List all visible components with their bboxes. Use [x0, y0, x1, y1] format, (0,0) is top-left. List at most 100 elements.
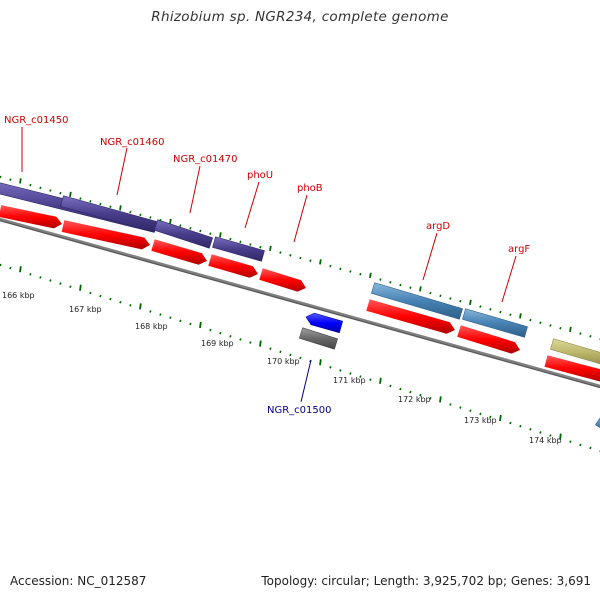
- scale-tick: [29, 273, 32, 276]
- cds-NGR_c01450: [0, 205, 62, 229]
- gene-edge-fragment: [595, 417, 600, 429]
- scale-tick: [19, 266, 22, 273]
- outer-tick: [519, 313, 522, 319]
- leader-line: [501, 255, 517, 303]
- scale-tick: [429, 397, 432, 400]
- outer-tick: [579, 332, 582, 335]
- outer-tick: [479, 305, 482, 308]
- cds-NGR_c01470: [151, 239, 207, 265]
- scale-tick: [169, 316, 172, 319]
- outer-tick: [89, 200, 92, 203]
- scale-tick: [419, 393, 422, 397]
- cds-argF: [457, 325, 520, 354]
- scale-tick: [469, 409, 472, 412]
- scale-tick: [139, 303, 142, 310]
- scale-tick: [109, 297, 112, 301]
- outer-tick: [509, 313, 512, 316]
- outer-tick: [79, 197, 82, 200]
- outer-tick: [69, 191, 72, 198]
- outer-tick: [109, 205, 112, 208]
- scale-tick: [529, 428, 532, 431]
- leader-line: [422, 232, 438, 281]
- outer-tick: [319, 259, 322, 265]
- scale-tick: [229, 335, 232, 338]
- outer-tick: [99, 202, 102, 206]
- scale-tick: [99, 294, 102, 298]
- scale-tick: [79, 284, 82, 291]
- genome-backbone: [0, 217, 600, 389]
- cds-phoB: [259, 268, 306, 292]
- feature-label: NGR_c01450: [4, 115, 69, 126]
- scale-tick: [279, 350, 282, 354]
- scale-tick: [69, 285, 72, 288]
- outer-tick: [169, 218, 172, 225]
- feature-label: argF: [508, 244, 530, 255]
- leader-line: [189, 165, 201, 214]
- scale-tick: [519, 424, 522, 428]
- cds-unlabeled: [544, 355, 600, 382]
- scale-tick: [259, 340, 262, 347]
- scale-tick-label: 167 kbp: [69, 305, 102, 314]
- scale-tick: [89, 291, 92, 295]
- outer-tick: [469, 299, 472, 306]
- outer-tick: [559, 326, 562, 330]
- feature-label: NGR_c01500: [267, 405, 332, 416]
- cds-NGR_c01460: [61, 220, 151, 250]
- scale-tick-label: 171 kbp: [333, 376, 366, 385]
- scale-tick-label: 174 kbp: [529, 436, 562, 445]
- scale-tick-label: 172 kbp: [398, 395, 431, 404]
- scale-tick: [449, 403, 452, 406]
- outer-tick: [429, 291, 432, 295]
- scale-tick: [539, 431, 542, 434]
- outer-tick: [439, 294, 442, 298]
- feature-label: argD: [426, 221, 450, 232]
- scale-tick: [479, 412, 482, 416]
- outer-tick: [159, 218, 162, 222]
- scale-tick: [239, 338, 242, 341]
- outer-tick: [289, 254, 292, 257]
- outer-tick: [529, 318, 532, 322]
- outer-tick: [0, 175, 2, 179]
- scale-tick: [589, 446, 592, 450]
- scale-tick: [59, 282, 62, 285]
- scale-tick: [219, 331, 222, 335]
- scale-tick: [549, 434, 552, 437]
- gene-argF: [462, 308, 528, 338]
- scale-tick: [199, 321, 202, 329]
- outer-tick: [489, 308, 492, 311]
- scale-tick: [149, 310, 152, 313]
- misc-NGR_c01500: [299, 327, 338, 350]
- scale-tick: [119, 300, 122, 304]
- outer-tick: [239, 240, 242, 244]
- scale-tick: [369, 378, 372, 381]
- outer-tick: [409, 286, 412, 289]
- scale-tick: [409, 390, 412, 394]
- scale-tick: [379, 377, 382, 384]
- outer-tick: [379, 278, 382, 281]
- leader-line: [300, 359, 312, 403]
- outer-tick: [219, 232, 222, 238]
- outer-tick: [279, 251, 282, 254]
- map-title: Rhizobium sp. NGR234, complete genome: [151, 9, 449, 25]
- outer-tick: [229, 237, 232, 241]
- scale-tick: [159, 313, 162, 316]
- outer-tick: [549, 324, 552, 327]
- outer-tick: [589, 335, 592, 338]
- gene-unlabeled: [550, 338, 600, 365]
- outer-tick: [389, 281, 392, 284]
- outer-tick: [49, 189, 52, 192]
- gene-argD: [371, 282, 463, 320]
- outer-tick: [329, 264, 332, 268]
- leader-line: [293, 194, 308, 243]
- scale-tick: [289, 353, 292, 357]
- scale-tick: [299, 356, 302, 360]
- outer-tick: [459, 299, 462, 303]
- outer-tick: [359, 272, 362, 276]
- scale-tick: [179, 319, 182, 323]
- outer-tick: [19, 178, 22, 184]
- outer-tick: [189, 227, 192, 230]
- scale-tick-label: 173 kbp: [464, 416, 497, 425]
- outer-tick: [9, 178, 12, 181]
- outer-tick: [39, 186, 42, 190]
